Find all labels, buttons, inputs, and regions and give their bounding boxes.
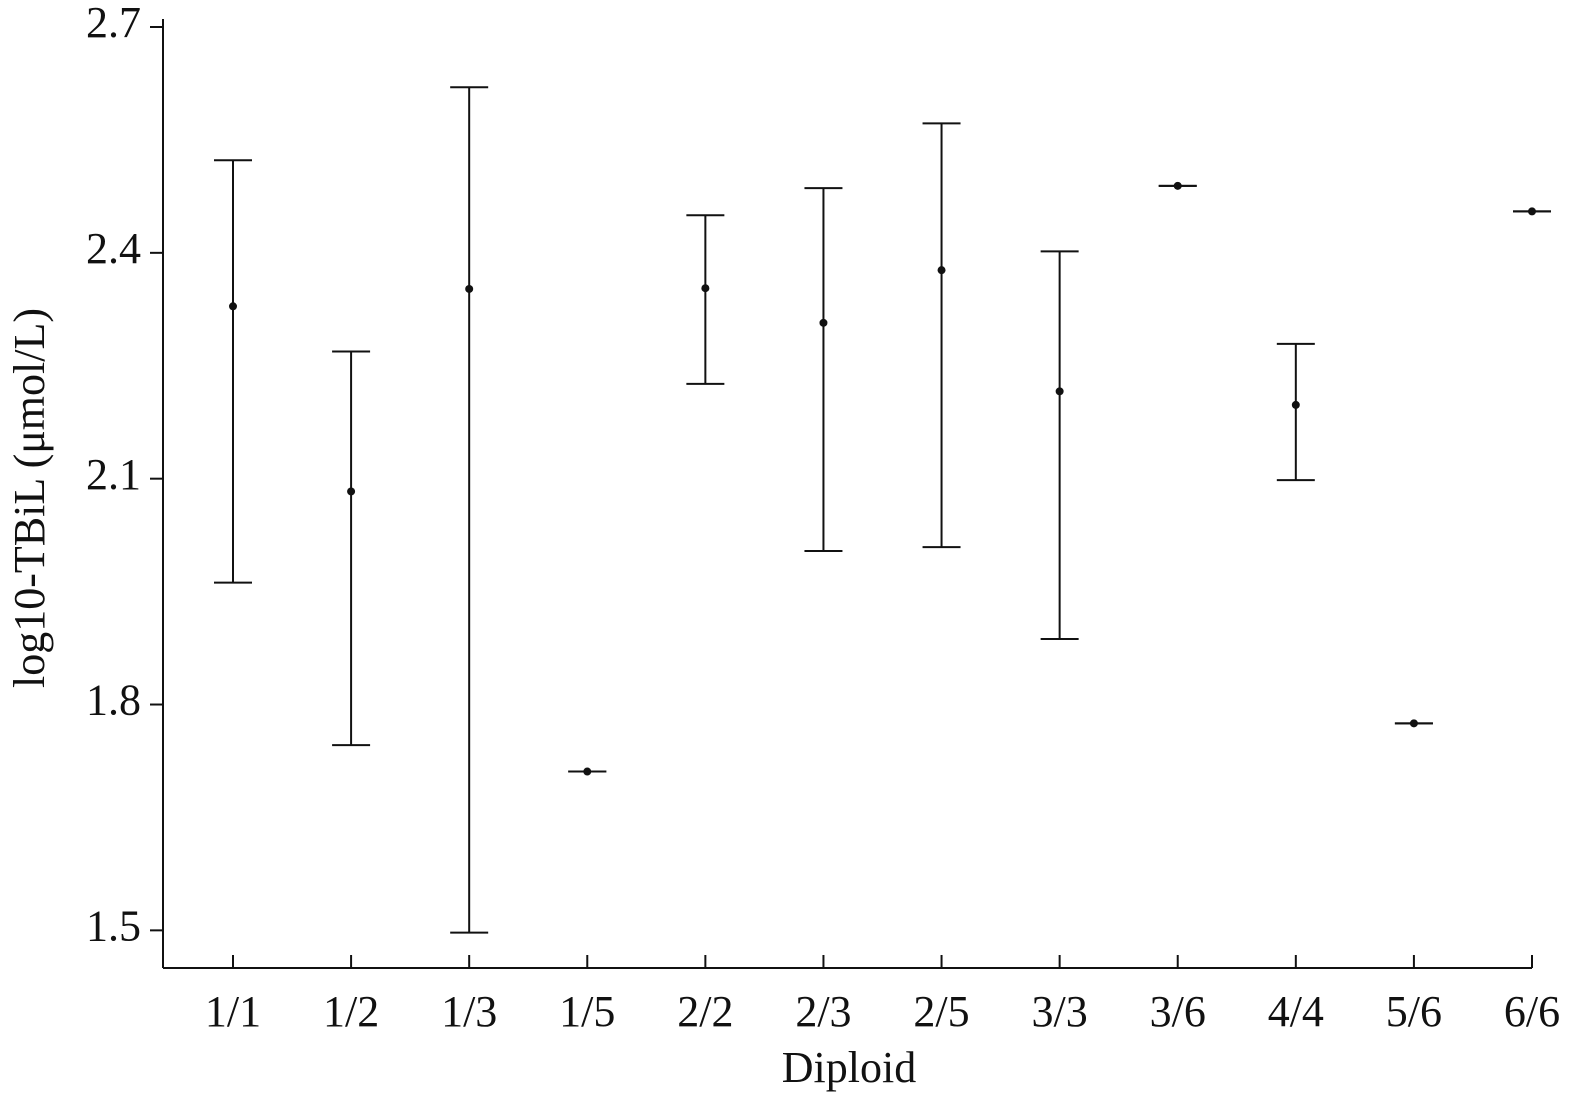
point <box>937 266 946 275</box>
point <box>1291 400 1300 409</box>
x-tick-label: 2/2 <box>677 987 733 1036</box>
x-tick-label: 3/3 <box>1032 987 1088 1036</box>
x-tick-label: 2/5 <box>913 987 969 1036</box>
y-tick-label: 1.8 <box>86 676 141 725</box>
point <box>583 767 592 776</box>
x-tick-label: 1/5 <box>559 987 615 1036</box>
x-tick-label: 3/6 <box>1150 987 1206 1036</box>
point <box>229 302 237 311</box>
y-tick-label: 2.4 <box>86 224 141 273</box>
y-tick-label: 2.7 <box>86 0 141 47</box>
point <box>1528 207 1536 216</box>
point <box>819 318 828 327</box>
y-tick-label: 2.1 <box>86 450 141 499</box>
point <box>1409 719 1418 728</box>
x-tick-label: 1/3 <box>441 987 497 1036</box>
point <box>347 487 356 496</box>
point <box>1055 387 1064 396</box>
point <box>1173 181 1182 190</box>
x-tick-label: 1/2 <box>323 987 379 1036</box>
y-axis-label: log10-TBiL (μmol/L) <box>5 308 54 688</box>
point <box>701 284 710 293</box>
x-axis-label: Diploid <box>782 1043 916 1092</box>
point <box>465 284 474 293</box>
x-tick-label: 6/6 <box>1504 987 1560 1036</box>
x-tick-label: 4/4 <box>1268 987 1324 1036</box>
y-tick-label: 1.5 <box>86 901 141 950</box>
x-tick-label: 5/6 <box>1386 987 1442 1036</box>
x-tick-label: 2/3 <box>795 987 851 1036</box>
x-tick-label: 1/1 <box>205 987 261 1036</box>
